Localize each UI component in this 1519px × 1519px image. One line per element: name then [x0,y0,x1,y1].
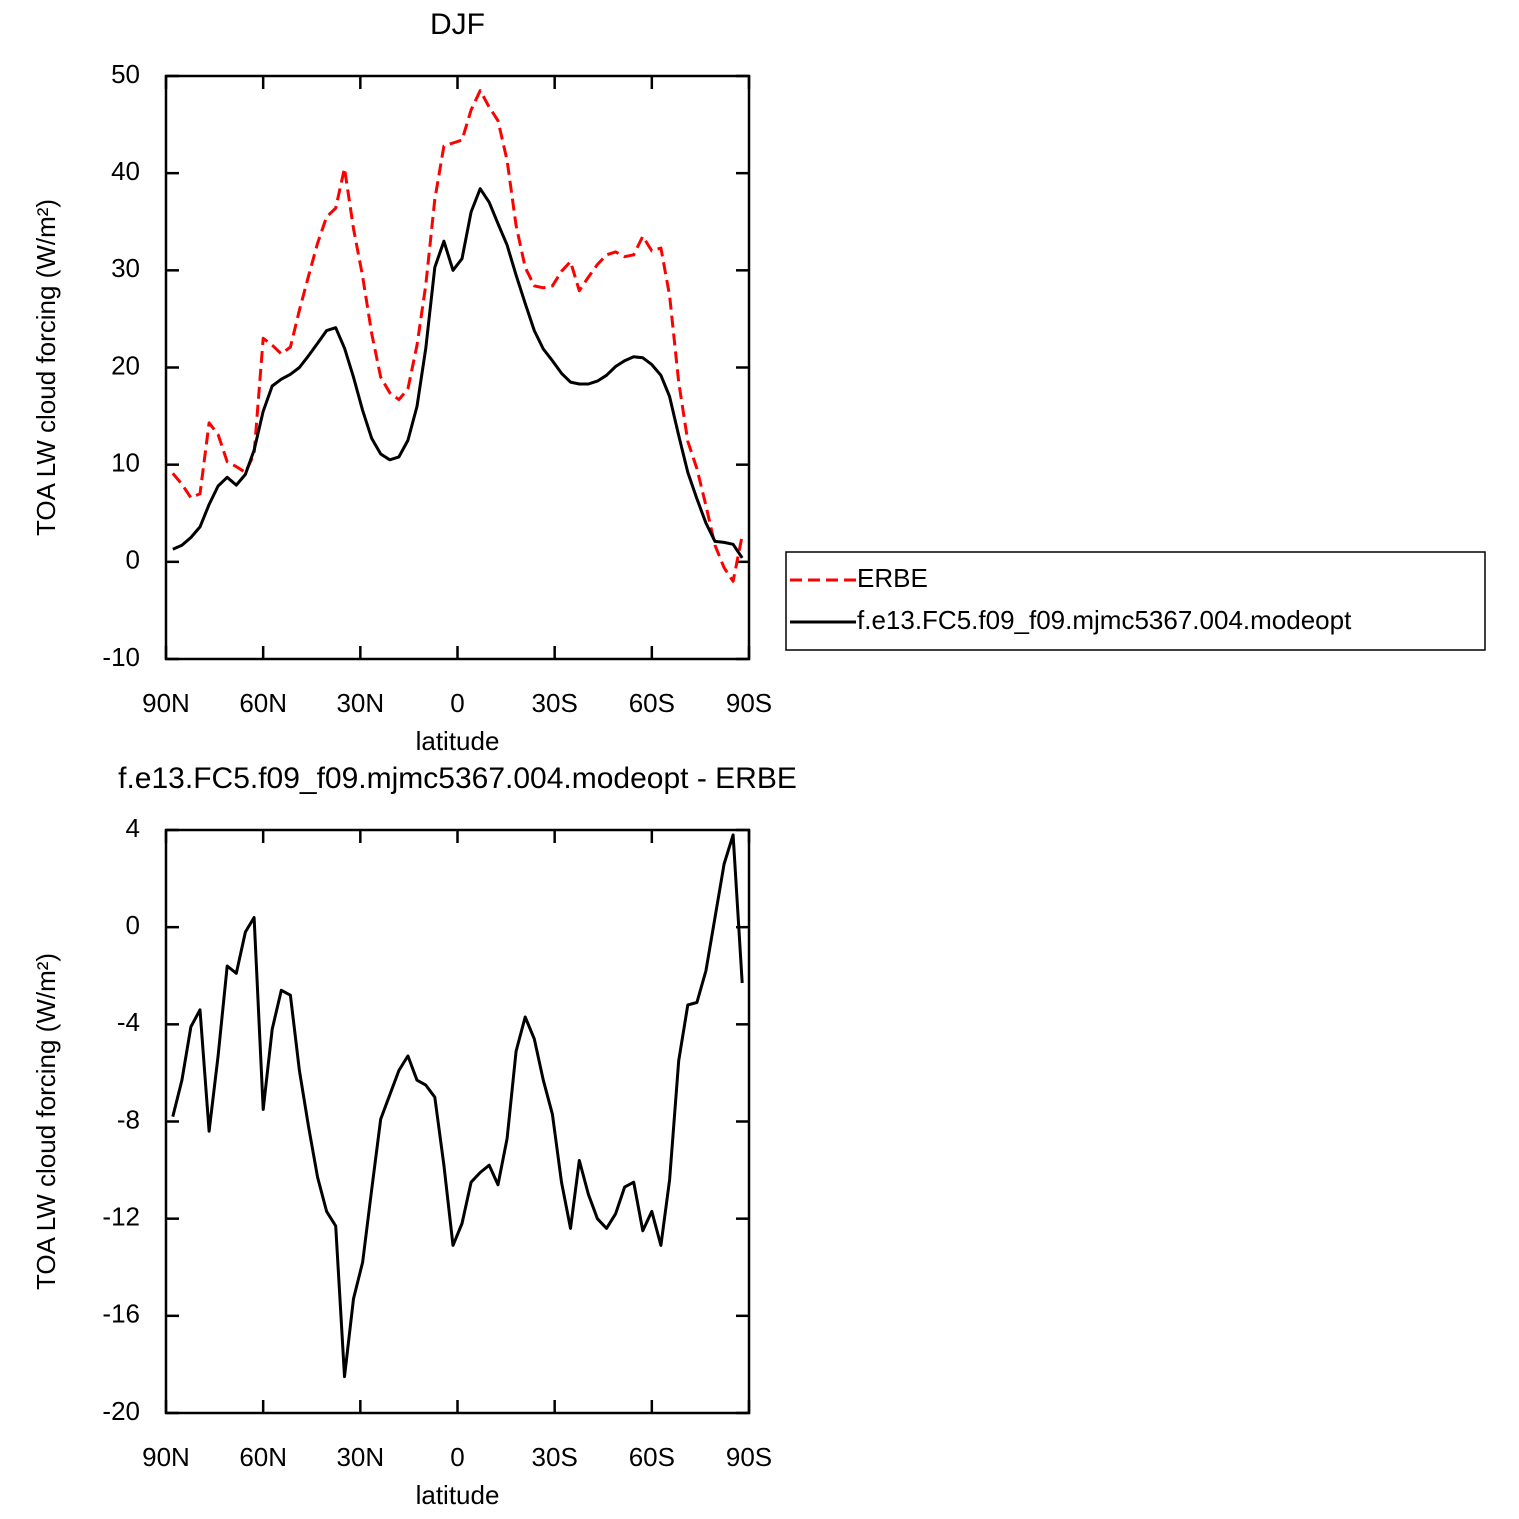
x-tick-label: 30S [532,688,578,718]
y-tick-label: -10 [102,642,140,672]
x-tick-label: 60N [239,1442,287,1472]
x-tick-label: 90N [142,1442,190,1472]
x-tick-label: 30N [336,1442,384,1472]
x-tick-label: 0 [450,688,464,718]
y-tick-label: -20 [102,1396,140,1426]
legend-label: f.e13.FC5.f09_f09.mjmc5367.004.modeopt [857,605,1352,635]
x-tick-label: 0 [450,1442,464,1472]
chart-title: DJF [430,8,485,41]
x-tick-label: 90S [726,1442,772,1472]
y-tick-label: 30 [111,253,140,283]
y-tick-label: 10 [111,448,140,478]
y-axis-label: TOA LW cloud forcing (W/m²) [31,199,61,536]
y-tick-label: 0 [126,545,140,575]
y-tick-label: 40 [111,156,140,186]
y-axis-label: TOA LW cloud forcing (W/m²) [31,953,61,1290]
x-tick-label: 90S [726,688,772,718]
x-tick-label: 60S [629,688,675,718]
y-tick-label: -4 [117,1007,140,1037]
y-tick-label: -8 [117,1104,140,1134]
y-tick-label: -16 [102,1299,140,1329]
x-axis-label: latitude [416,726,500,756]
chart-title: f.e13.FC5.f09_f09.mjmc5367.004.modeopt -… [118,762,797,795]
x-axis-label: latitude [416,1480,500,1510]
y-tick-label: 0 [126,910,140,940]
x-tick-label: 30N [336,688,384,718]
y-tick-label: 20 [111,350,140,380]
x-tick-label: 90N [142,688,190,718]
data-line [172,187,744,559]
x-tick-label: 60S [629,1442,675,1472]
data-line [171,833,744,1379]
x-tick-label: 30S [532,1442,578,1472]
y-tick-label: -12 [102,1202,140,1232]
legend-label: ERBE [857,563,928,593]
x-tick-label: 60N [239,688,287,718]
y-tick-label: 4 [126,813,140,843]
plot-frame [164,74,751,661]
legend-box [785,551,1486,651]
y-tick-label: 50 [111,59,140,89]
data-line [171,89,744,583]
